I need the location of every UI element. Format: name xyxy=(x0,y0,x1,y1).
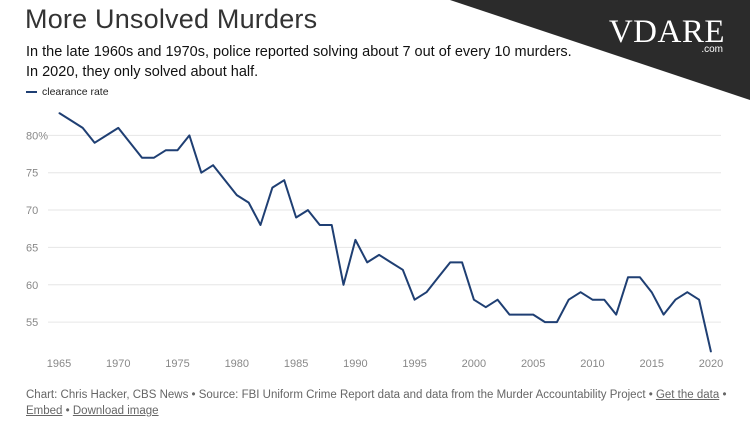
data-point xyxy=(260,224,262,226)
data-point xyxy=(402,269,404,271)
data-point xyxy=(331,224,333,226)
separator: • xyxy=(722,389,727,401)
data-point xyxy=(70,119,72,121)
data-point xyxy=(425,291,427,293)
data-point xyxy=(556,321,558,323)
separator: • xyxy=(65,405,70,417)
y-tick-label: 80% xyxy=(26,130,48,142)
data-point xyxy=(105,134,107,136)
data-point xyxy=(283,179,285,181)
data-point xyxy=(710,351,712,353)
x-tick-label: 2005 xyxy=(521,358,545,370)
data-point xyxy=(508,314,510,316)
source-text: Chart: Chris Hacker, CBS News • Source: … xyxy=(26,389,653,401)
subtitle-line-2: In 2020, they only solved about half. xyxy=(26,64,259,80)
x-tick-label: 1965 xyxy=(47,358,71,370)
data-point xyxy=(177,149,179,151)
data-point xyxy=(674,299,676,301)
embed-link[interactable]: Embed xyxy=(26,405,63,417)
y-tick-label: 70 xyxy=(26,205,38,217)
data-point xyxy=(532,314,534,316)
x-tick-label: 1995 xyxy=(402,358,426,370)
data-point xyxy=(615,314,617,316)
data-point xyxy=(390,261,392,263)
y-tick-label: 60 xyxy=(26,280,38,292)
data-point xyxy=(520,314,522,316)
data-point xyxy=(165,149,167,151)
data-point xyxy=(651,291,653,293)
x-tick-label: 1970 xyxy=(106,358,130,370)
data-point xyxy=(580,291,582,293)
data-point xyxy=(473,299,475,301)
x-tick-label: 2015 xyxy=(639,358,663,370)
data-point xyxy=(485,306,487,308)
y-tick-label: 75 xyxy=(26,168,38,180)
data-point xyxy=(544,321,546,323)
x-tick-label: 2020 xyxy=(699,358,723,370)
data-point xyxy=(200,172,202,174)
corner-triangle xyxy=(450,0,750,100)
data-point xyxy=(343,284,345,286)
data-point xyxy=(627,276,629,278)
data-point xyxy=(94,142,96,144)
data-point xyxy=(248,202,250,204)
legend: clearance rate xyxy=(26,86,109,98)
subtitle: In the late 1960s and 1970s, police repo… xyxy=(26,42,586,82)
data-point xyxy=(449,261,451,263)
data-point xyxy=(686,291,688,293)
data-point xyxy=(82,127,84,129)
data-point xyxy=(698,299,700,301)
x-tick-label: 2010 xyxy=(580,358,604,370)
data-point xyxy=(271,187,273,189)
series-line-clearance-rate xyxy=(58,112,712,353)
x-tick-label: 1990 xyxy=(343,358,367,370)
logo-suffix: .com xyxy=(701,44,723,55)
data-point xyxy=(366,261,368,263)
x-tick-label: 2000 xyxy=(462,358,486,370)
logo: VDARE xyxy=(608,14,725,50)
line-chart: 80% 75 70 65 60 55 1965 1970 1975 1980 1985 1990 199… xyxy=(26,112,723,370)
page-title: More Unsolved Murders xyxy=(25,4,318,34)
y-tick-label: 65 xyxy=(26,242,38,254)
data-point xyxy=(663,314,665,316)
legend-label: clearance rate xyxy=(42,86,109,98)
data-point xyxy=(414,299,416,301)
data-point xyxy=(129,142,131,144)
data-point xyxy=(153,157,155,159)
data-point xyxy=(603,299,605,301)
get-data-link[interactable]: Get the data xyxy=(655,389,720,401)
data-point xyxy=(497,299,499,301)
corner-banner xyxy=(450,0,750,100)
data-point xyxy=(188,134,190,136)
data-point xyxy=(378,254,380,256)
data-point xyxy=(354,239,356,241)
legend-swatch xyxy=(26,91,37,93)
data-point xyxy=(319,224,321,226)
data-point xyxy=(437,276,439,278)
x-tick-label: 1980 xyxy=(225,358,249,370)
data-point xyxy=(307,209,309,211)
data-point xyxy=(117,127,119,129)
data-point xyxy=(212,164,214,166)
data-point xyxy=(141,157,143,159)
x-tick-label: 1975 xyxy=(165,358,189,370)
x-tick-label: 1985 xyxy=(284,358,308,370)
data-point xyxy=(639,276,641,278)
data-point xyxy=(461,261,463,263)
subtitle-line-1: In the late 1960s and 1970s, police repo… xyxy=(26,44,572,60)
data-point xyxy=(58,112,60,114)
data-point xyxy=(295,217,297,219)
data-point xyxy=(591,299,593,301)
data-point xyxy=(568,299,570,301)
y-tick-label: 55 xyxy=(26,317,38,329)
download-image-link[interactable]: Download image xyxy=(72,405,159,417)
data-point xyxy=(224,179,226,181)
data-point xyxy=(236,194,238,196)
source-note: Chart: Chris Hacker, CBS News • Source: … xyxy=(26,387,736,419)
